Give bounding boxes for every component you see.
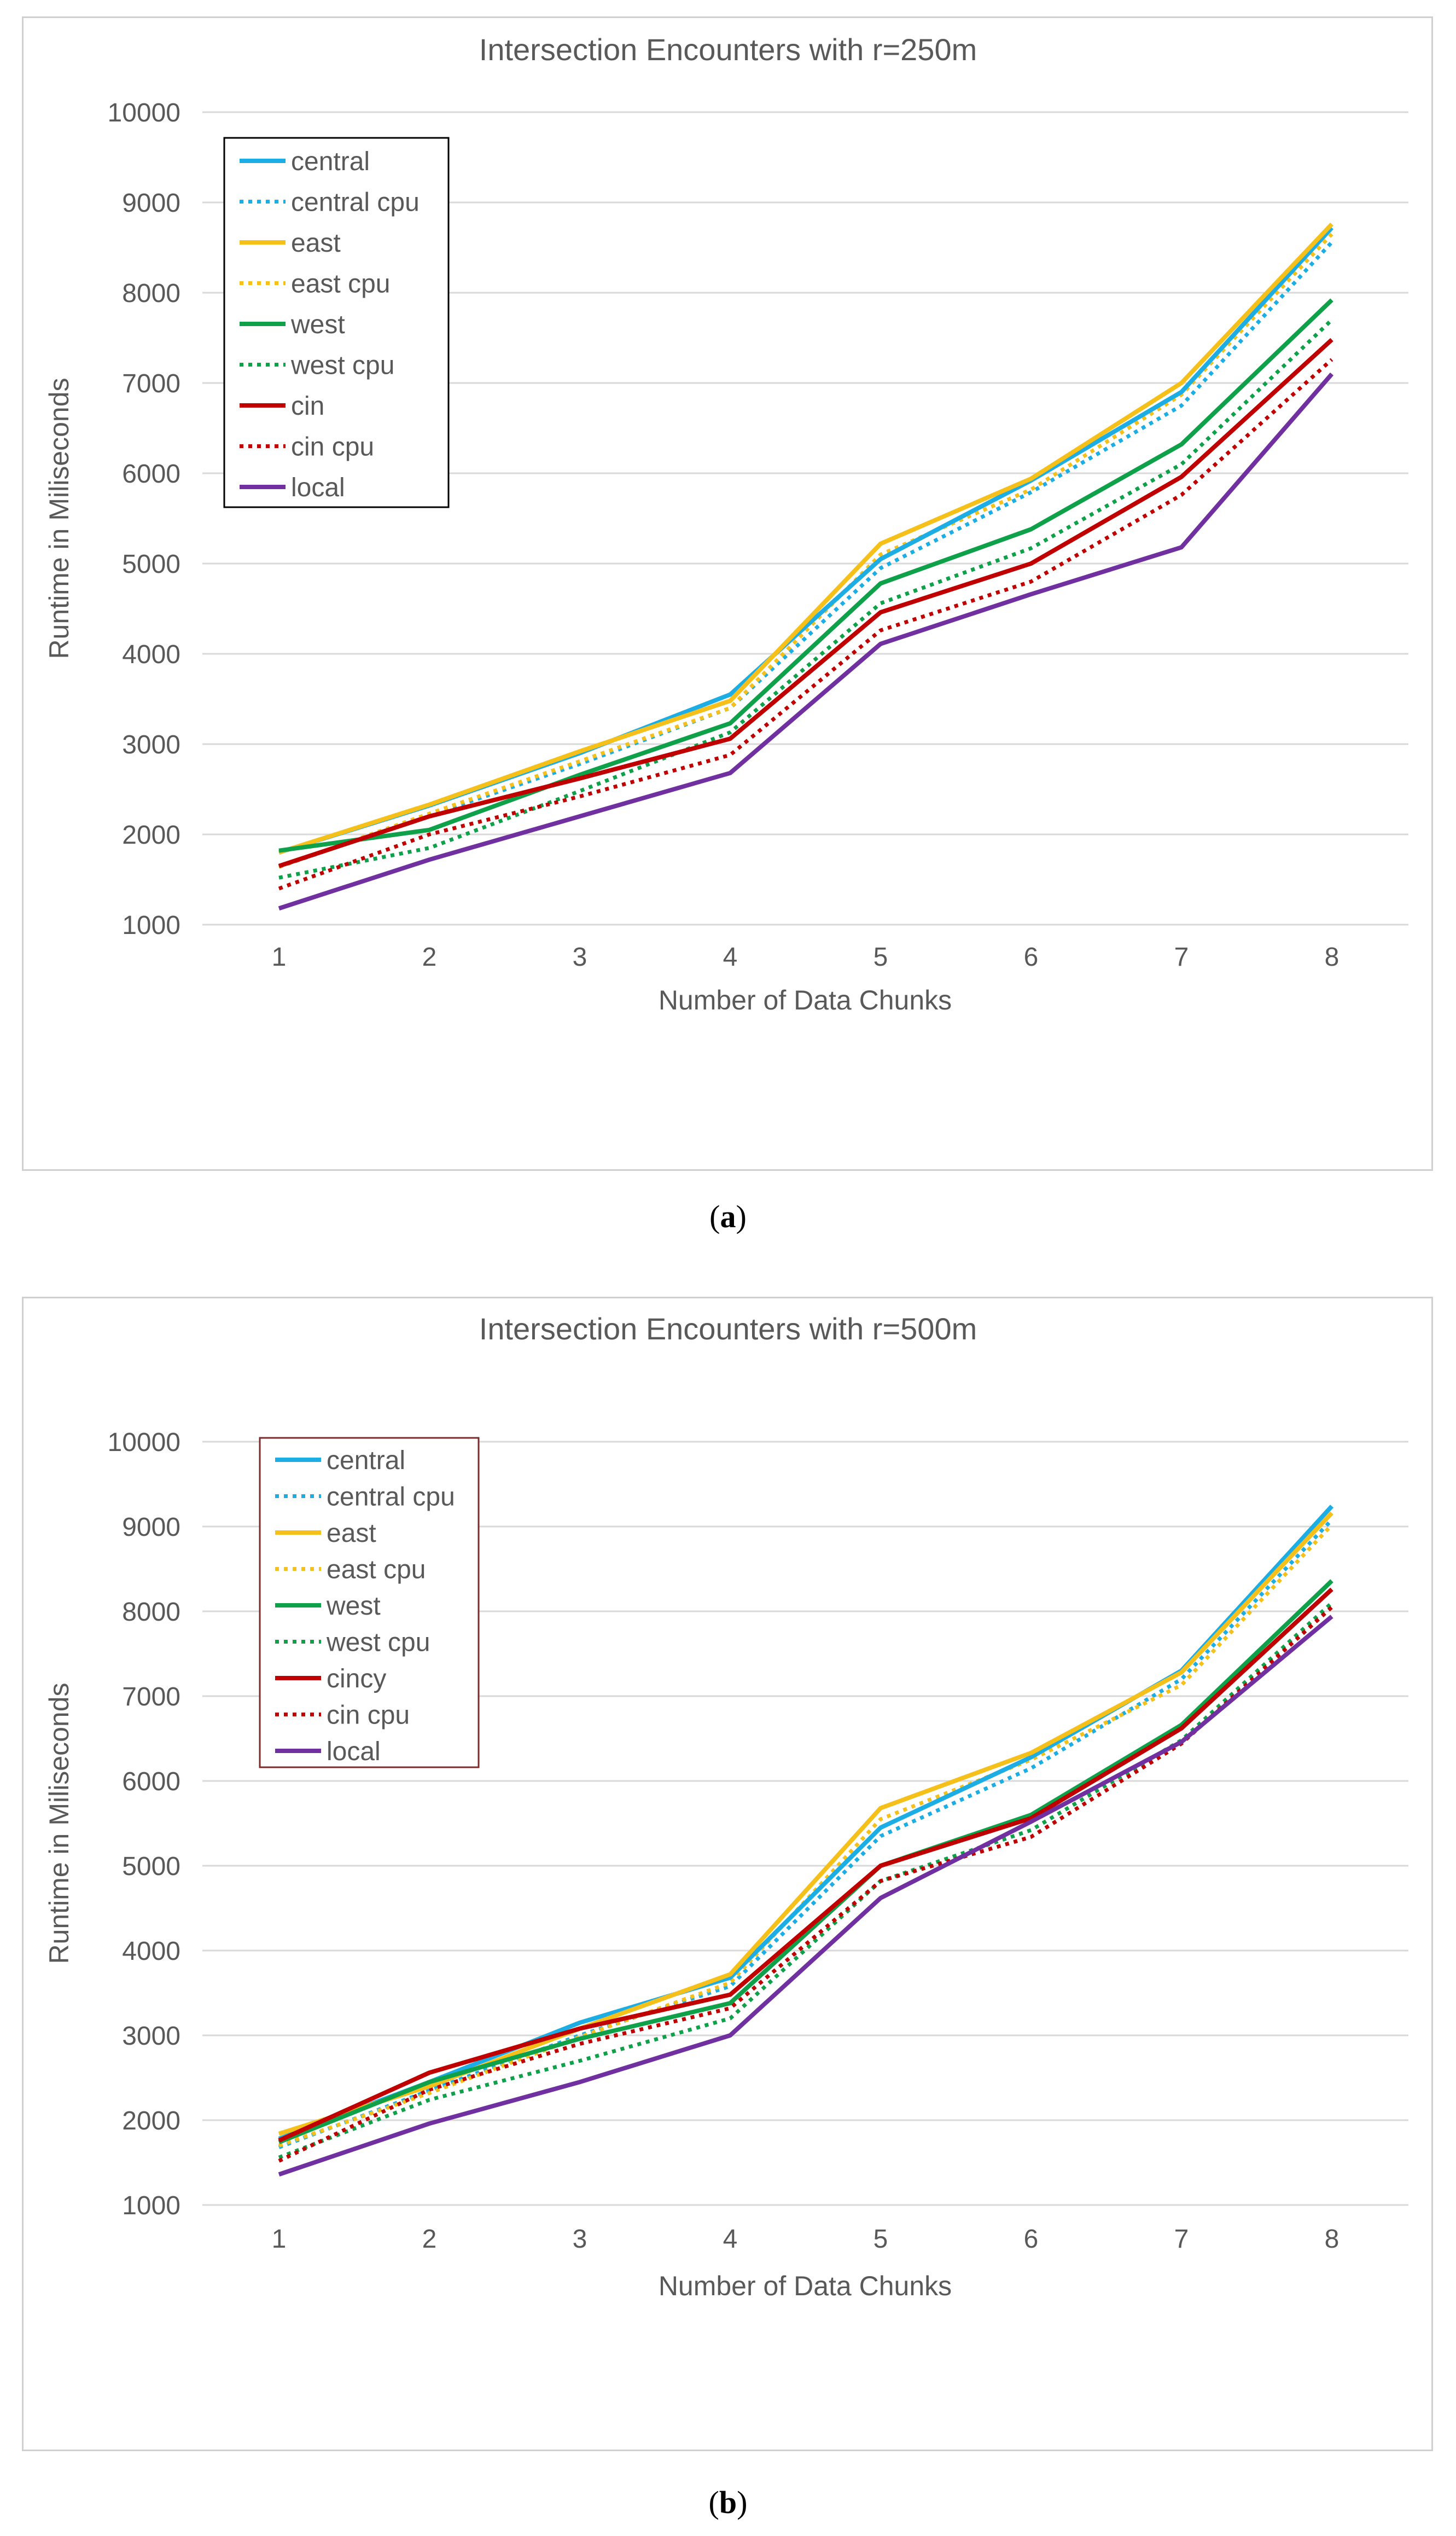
y-tick-label: 3000: [122, 2022, 180, 2051]
x-tick-label: 7: [1174, 2225, 1189, 2254]
x-tick-label: 5: [873, 943, 888, 972]
x-tick-label: 6: [1024, 943, 1039, 972]
x-tick-label: 1: [272, 2225, 287, 2254]
x-tick-label: 8: [1325, 2225, 1339, 2254]
legend-label: east cpu: [327, 1556, 426, 1585]
legend-label: central cpu: [327, 1483, 455, 1512]
caption-label-a: a: [720, 1199, 736, 1234]
legend-box: [259, 1437, 480, 1768]
y-tick-label: 9000: [122, 1513, 180, 1542]
y-tick-label: 1000: [122, 2191, 180, 2220]
legend-label: cincy: [327, 1664, 386, 1693]
legend-label: west: [290, 310, 345, 339]
legend-label: west: [326, 1592, 381, 1621]
y-tick-label: 2000: [122, 2106, 180, 2135]
y-tick-label: 10000: [108, 1428, 180, 1457]
legend-label: local: [327, 1737, 381, 1766]
y-tick-label: 9000: [122, 189, 180, 218]
y-tick-label: 7000: [122, 1682, 180, 1711]
legend-label: cin cpu: [327, 1701, 410, 1730]
y-tick-label: 4000: [122, 640, 180, 669]
x-tick-label: 8: [1325, 943, 1339, 972]
y-tick-label: 8000: [122, 1598, 180, 1627]
series-line-local: [278, 372, 1334, 911]
y-tick-label: 6000: [122, 1767, 180, 1796]
legend-label: local: [291, 473, 345, 502]
x-tick-label: 7: [1174, 943, 1189, 972]
legend-label: west cpu: [290, 351, 394, 380]
x-axis-label: Number of Data Chunks: [659, 985, 952, 1015]
x-tick-label: 1: [272, 943, 287, 972]
y-tick-label: 10000: [108, 98, 180, 127]
x-tick-label: 5: [873, 2225, 888, 2254]
y-tick-label: 2000: [122, 821, 180, 850]
series-line-cin-cpu: [278, 358, 1333, 891]
legend-label: cin: [291, 392, 324, 421]
y-tick-label: 1000: [122, 911, 180, 940]
chart-title: Intersection Encounters with r=250m: [479, 32, 977, 67]
figure-caption-a: (a): [709, 1199, 747, 1234]
x-tick-label: 3: [573, 2225, 587, 2254]
legend-label: west cpu: [326, 1628, 430, 1657]
x-axis-label: Number of Data Chunks: [659, 2271, 952, 2301]
series-line-local: [278, 1615, 1333, 2177]
caption-label-b: b: [719, 2485, 737, 2520]
series-line-east-cpu: [278, 233, 1333, 869]
series-line-west: [278, 1579, 1333, 2145]
chart-title: Intersection Encounters with r=500m: [479, 1311, 977, 1346]
legend-label: central: [327, 1446, 405, 1475]
y-tick-label: 7000: [122, 369, 180, 398]
legend-label: east: [291, 229, 341, 258]
series-line-east-cpu: [278, 1523, 1333, 2148]
y-tick-label: 5000: [122, 1852, 180, 1881]
y-tick-label: 8000: [122, 279, 180, 308]
y-axis-label: Runtime in Miliseconds: [44, 1682, 74, 1964]
legend-label: cin cpu: [291, 433, 374, 462]
series-line-east: [278, 222, 1333, 855]
legend-label: central: [291, 147, 370, 176]
x-tick-label: 3: [573, 943, 587, 972]
x-tick-label: 2: [422, 943, 437, 972]
y-tick-label: 4000: [122, 1937, 180, 1966]
x-tick-label: 4: [723, 2225, 738, 2254]
figure-caption-b: (b): [708, 2485, 748, 2520]
chart-panel-b: [22, 1297, 1433, 2451]
y-tick-label: 6000: [122, 460, 180, 489]
x-tick-label: 2: [422, 2225, 437, 2254]
y-tick-label: 5000: [122, 550, 180, 579]
series-line-cin: [278, 338, 1333, 868]
series-line-cincy: [278, 1587, 1333, 2143]
legend-label: central cpu: [291, 188, 420, 217]
legend-label: east cpu: [291, 270, 390, 299]
y-tick-label: 3000: [122, 730, 180, 759]
x-tick-label: 4: [723, 943, 738, 972]
y-axis-label: Runtime in Miliseconds: [44, 378, 74, 659]
series-line-west: [278, 298, 1333, 853]
legend-label: east: [327, 1519, 376, 1548]
x-tick-label: 6: [1024, 2225, 1039, 2254]
series-line-cin-cpu: [278, 1605, 1333, 2163]
